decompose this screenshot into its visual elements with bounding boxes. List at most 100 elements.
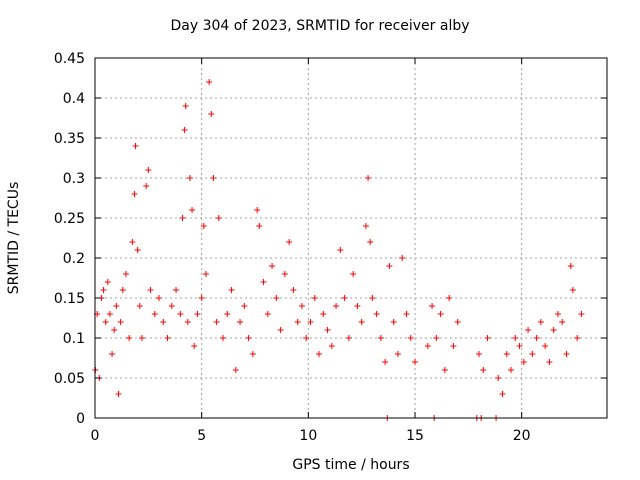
data-point [337, 247, 344, 253]
data-point [412, 359, 418, 365]
x-tick-label: 5 [197, 428, 206, 444]
data-point [260, 279, 267, 285]
data-point [232, 367, 239, 373]
data-point [512, 335, 519, 341]
data-point [184, 319, 191, 325]
data-point [358, 319, 365, 325]
x-tick-label: 0 [91, 428, 100, 444]
data-point [119, 287, 126, 293]
data-point [367, 239, 374, 245]
data-point [206, 79, 213, 85]
data-point [437, 311, 444, 317]
data-point [350, 271, 357, 277]
data-point [198, 295, 205, 301]
data-point [100, 287, 107, 293]
data-point [294, 319, 301, 325]
data-point [298, 303, 305, 309]
data-point [345, 335, 352, 341]
data-point [126, 335, 133, 341]
data-point [578, 311, 585, 317]
y-tick-label: 0.3 [63, 171, 85, 187]
data-point [281, 271, 288, 277]
data-point [134, 247, 141, 253]
data-point [311, 295, 318, 301]
data-point [117, 319, 124, 325]
x-tick-label: 10 [299, 428, 317, 444]
data-point [529, 351, 536, 357]
data-point [546, 359, 553, 365]
data-point [164, 335, 171, 341]
data-point [407, 335, 414, 341]
data-point [399, 255, 406, 261]
data-point [377, 335, 384, 341]
data-point [354, 303, 361, 309]
data-point [113, 303, 120, 309]
data-point [210, 175, 217, 181]
data-point [424, 343, 431, 349]
data-series-srmtid [92, 79, 585, 421]
x-tick-label: 20 [513, 428, 531, 444]
y-tick-label: 0.2 [63, 251, 85, 267]
data-point [208, 111, 215, 117]
data-point [277, 327, 284, 333]
y-tick-label: 0.05 [54, 371, 85, 387]
data-point [177, 311, 184, 317]
data-point [320, 311, 327, 317]
data-point [328, 343, 335, 349]
data-point [131, 191, 138, 197]
data-point [537, 319, 544, 325]
data-point [245, 335, 252, 341]
data-point [369, 295, 376, 301]
data-point [454, 319, 461, 325]
data-point [160, 319, 167, 325]
data-point [563, 351, 570, 357]
data-point [520, 359, 527, 365]
data-point [373, 311, 380, 317]
data-point [503, 351, 510, 357]
y-tick-label: 0.15 [54, 291, 85, 307]
data-point [115, 391, 122, 397]
data-point [495, 375, 502, 381]
data-point [574, 335, 581, 341]
data-point [138, 335, 145, 341]
data-point [122, 271, 129, 277]
data-point [333, 303, 340, 309]
data-point [220, 335, 226, 341]
y-tick-label: 0.35 [54, 131, 85, 147]
data-point [147, 287, 154, 293]
data-point [264, 311, 271, 317]
data-point [102, 319, 109, 325]
data-point [273, 295, 280, 301]
data-point [168, 303, 175, 309]
data-point [182, 103, 189, 109]
data-point [213, 319, 220, 325]
data-point [533, 335, 540, 341]
data-point [200, 223, 207, 229]
data-point [132, 143, 139, 149]
data-point [111, 327, 118, 333]
data-point [106, 311, 113, 317]
data-point [256, 223, 263, 229]
data-point [516, 343, 523, 349]
y-tick-label: 0 [76, 411, 85, 427]
data-point [228, 287, 235, 293]
data-point [542, 343, 549, 349]
data-point [179, 215, 186, 221]
data-point [390, 319, 397, 325]
data-point [307, 319, 314, 325]
data-point [441, 367, 448, 373]
data-point [224, 311, 231, 317]
y-tick-label: 0.4 [63, 91, 85, 107]
data-point [429, 303, 436, 309]
x-tick-label: 15 [406, 428, 424, 444]
data-point [499, 391, 506, 397]
data-point [446, 295, 453, 301]
y-tick-label: 0.25 [54, 211, 85, 227]
data-point [145, 167, 152, 173]
data-point [341, 295, 348, 301]
data-point [569, 287, 576, 293]
data-point [303, 335, 310, 341]
data-point [173, 287, 180, 293]
data-point [104, 279, 111, 285]
